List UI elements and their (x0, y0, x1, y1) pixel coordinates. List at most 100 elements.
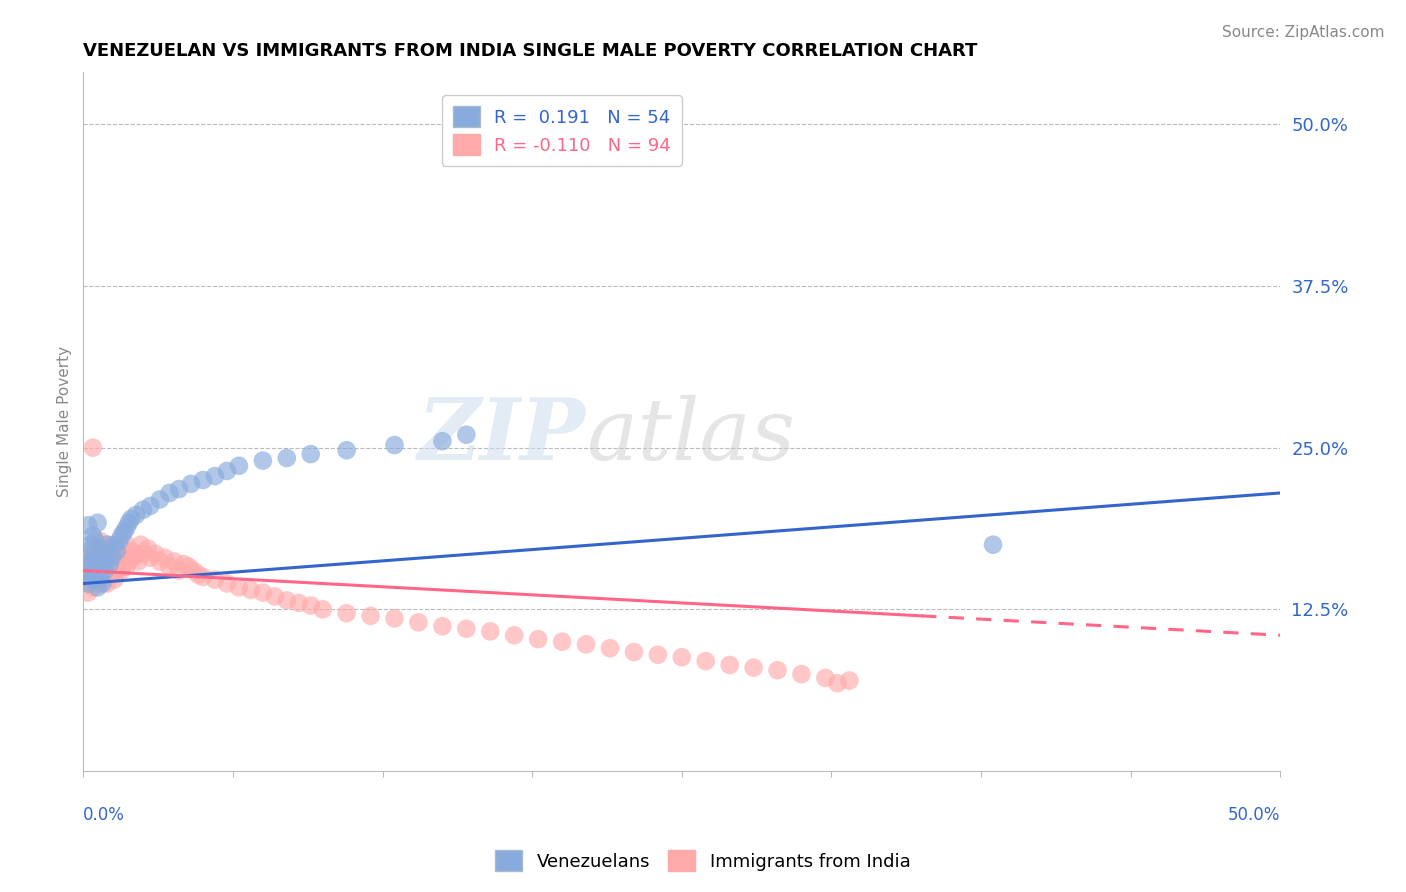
Point (115, 559, 138, 574)
Point (103, 541, 125, 556)
Point (479, 624, 502, 639)
Point (89, 564, 111, 578)
Text: 50.0%: 50.0% (1227, 806, 1281, 824)
Point (384, 611, 406, 625)
Point (838, 673, 860, 688)
Point (91, 573, 114, 587)
Point (408, 615, 430, 630)
Point (75, 567, 97, 582)
Point (127, 555, 149, 569)
Point (599, 641, 621, 656)
Point (228, 581, 250, 595)
Point (263, 590, 285, 604)
Point (101, 550, 124, 565)
Point (89, 533, 111, 548)
Point (299, 599, 322, 613)
Point (94, 555, 117, 569)
Point (79, 557, 101, 571)
Point (112, 555, 135, 569)
Point (790, 667, 813, 681)
Point (96, 538, 118, 552)
Point (98, 557, 121, 571)
Point (86, 547, 108, 561)
Text: ZIP: ZIP (418, 394, 586, 477)
Point (96, 576, 118, 591)
Point (191, 570, 214, 584)
Point (84, 559, 107, 574)
Point (86, 576, 108, 591)
Text: atlas: atlas (586, 394, 796, 477)
Point (129, 538, 152, 552)
Point (96, 538, 118, 552)
Point (89, 541, 111, 556)
Point (276, 450, 298, 465)
Point (153, 550, 176, 565)
Point (115, 538, 138, 552)
Point (94, 544, 117, 558)
Point (122, 550, 145, 565)
Point (125, 547, 148, 561)
Point (89, 570, 111, 584)
Point (84, 555, 107, 569)
Point (89, 567, 111, 582)
Point (136, 541, 159, 556)
Point (336, 443, 359, 458)
Point (86, 581, 108, 595)
Point (82, 550, 104, 565)
Point (103, 573, 125, 587)
Point (96, 547, 118, 561)
Point (77, 585, 100, 599)
Point (82, 564, 104, 578)
Point (112, 524, 135, 539)
Point (108, 547, 131, 561)
Point (167, 564, 190, 578)
Point (79, 576, 101, 591)
Point (177, 559, 200, 574)
Point (132, 547, 155, 561)
Point (187, 567, 209, 582)
Point (84, 570, 107, 584)
Point (527, 632, 550, 647)
Point (132, 502, 155, 516)
Point (575, 637, 598, 651)
Point (94, 564, 117, 578)
Point (98, 564, 121, 578)
Point (79, 538, 101, 552)
Point (647, 648, 669, 662)
Point (86, 559, 108, 574)
Point (91, 576, 114, 591)
Point (139, 550, 162, 565)
Point (159, 559, 181, 574)
Point (432, 619, 454, 633)
Point (503, 628, 526, 642)
Point (360, 608, 382, 623)
Point (215, 464, 238, 478)
Point (84, 557, 107, 571)
Point (110, 529, 132, 543)
Point (204, 469, 226, 483)
Point (108, 533, 131, 548)
Point (105, 564, 128, 578)
Point (101, 550, 124, 565)
Point (118, 516, 141, 530)
Point (252, 585, 274, 599)
Point (120, 544, 142, 558)
Point (96, 555, 118, 569)
Point (82, 529, 104, 543)
Point (204, 573, 226, 587)
Point (149, 492, 172, 507)
Point (191, 473, 214, 487)
Text: Source: ZipAtlas.com: Source: ZipAtlas.com (1222, 25, 1385, 40)
Point (77, 544, 100, 558)
Point (742, 660, 765, 674)
Point (183, 564, 205, 578)
Point (215, 576, 238, 591)
Point (77, 559, 100, 574)
Point (89, 550, 111, 565)
Point (287, 596, 309, 610)
Point (163, 555, 186, 569)
Point (139, 499, 162, 513)
Point (77, 573, 100, 587)
Point (814, 671, 837, 685)
Point (159, 486, 181, 500)
